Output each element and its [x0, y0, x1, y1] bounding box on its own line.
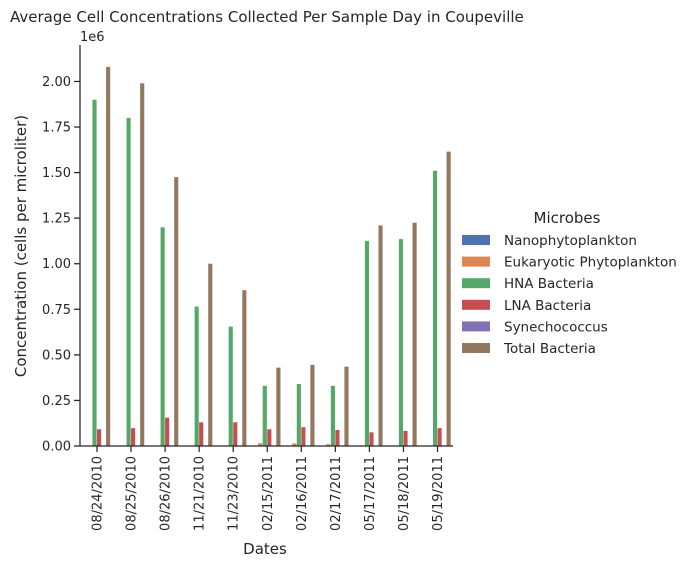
- bar: [174, 177, 179, 446]
- bars-layer: [83, 66, 451, 447]
- x-tick-label: 11/23/2010: [227, 456, 242, 531]
- y-tick-label: 0.75: [42, 303, 71, 318]
- bar: [437, 428, 442, 446]
- x-tick-label: 02/15/2011: [261, 456, 276, 531]
- legend-label: Synechococcus: [504, 319, 608, 335]
- y-axis-label: Concentration (cells per microliter): [12, 115, 30, 377]
- y-ticks: 0.00 0.25 0.50 0.75 1.00 1.25 1.50 1.75 2.00: [42, 75, 80, 455]
- bar: [194, 306, 199, 446]
- legend-swatch: [462, 278, 490, 289]
- bar: [378, 225, 383, 446]
- bar: [242, 290, 247, 446]
- x-tick-label: 05/18/2011: [397, 456, 412, 531]
- y-tick-label: 1.75: [42, 121, 71, 136]
- x-ticks: 08/24/2010 08/25/2010 08/26/2010 11/21/2010…: [91, 446, 446, 531]
- x-tick-label: 05/17/2011: [363, 456, 378, 531]
- bar: [92, 99, 97, 447]
- bar: [199, 422, 204, 446]
- bar: [160, 227, 165, 446]
- legend-items: Nanophytoplankton Eukaryotic Phytoplankto…: [462, 233, 677, 357]
- y-tick-label: 1.50: [42, 166, 71, 181]
- bar: [301, 427, 306, 446]
- bar: [106, 66, 111, 447]
- y-tick-label: 1.00: [42, 257, 71, 272]
- bar: [126, 117, 131, 446]
- x-tick-label: 05/19/2011: [431, 456, 446, 531]
- y-tick-label: 0.50: [42, 348, 71, 363]
- bar: [330, 385, 335, 446]
- bar: [326, 444, 331, 446]
- legend-label: HNA Bacteria: [504, 276, 594, 292]
- bar: [228, 326, 233, 446]
- x-tick-label: 11/21/2010: [193, 456, 208, 531]
- bar: [140, 83, 145, 446]
- x-tick-label: 08/25/2010: [125, 456, 140, 531]
- legend-swatch: [462, 343, 490, 353]
- bar: [233, 422, 238, 446]
- bar: [432, 170, 438, 446]
- bar: [446, 151, 451, 446]
- bar: [292, 443, 297, 446]
- bar: [398, 239, 404, 446]
- legend-label: LNA Bacteria: [504, 298, 591, 314]
- bar: [131, 428, 136, 446]
- y-tick-label: 2.00: [42, 75, 71, 90]
- bar: [412, 222, 417, 446]
- bar: [364, 240, 369, 446]
- legend-swatch: [462, 235, 490, 245]
- bar: [276, 367, 281, 446]
- legend-title: Microbes: [534, 209, 601, 227]
- legend-label: Eukaryotic Phytoplankton: [504, 255, 677, 271]
- bar: [344, 366, 349, 446]
- y-axis-scale-label: 1e6: [80, 30, 105, 45]
- x-tick-label: 02/16/2011: [295, 456, 310, 531]
- y-tick-label: 0.00: [42, 440, 71, 455]
- legend: Microbes Nanophytoplankton Eukaryotic Phy…: [462, 209, 677, 357]
- bar: [369, 432, 374, 446]
- bar: [335, 429, 340, 446]
- y-tick-label: 0.25: [42, 394, 71, 409]
- bar: [403, 430, 408, 446]
- x-tick-label: 08/24/2010: [91, 456, 106, 531]
- bar: [310, 364, 315, 446]
- x-tick-label: 08/26/2010: [159, 456, 174, 531]
- x-tick-label: 02/17/2011: [329, 456, 344, 531]
- bar: [165, 417, 170, 446]
- chart-title: Average Cell Concentrations Collected Pe…: [10, 8, 524, 26]
- bar: [262, 385, 267, 446]
- legend-swatch: [462, 299, 490, 310]
- legend-label: Total Bacteria: [503, 341, 596, 357]
- legend-swatch: [462, 321, 490, 332]
- bar: [267, 429, 272, 446]
- legend-swatch: [462, 256, 490, 267]
- bar: [97, 429, 102, 446]
- x-axis-label: Dates: [243, 540, 287, 558]
- bar: [296, 384, 301, 446]
- legend-label: Nanophytoplankton: [504, 233, 637, 249]
- bar: [258, 443, 263, 446]
- y-tick-label: 1.25: [42, 212, 71, 227]
- bar: [208, 263, 213, 446]
